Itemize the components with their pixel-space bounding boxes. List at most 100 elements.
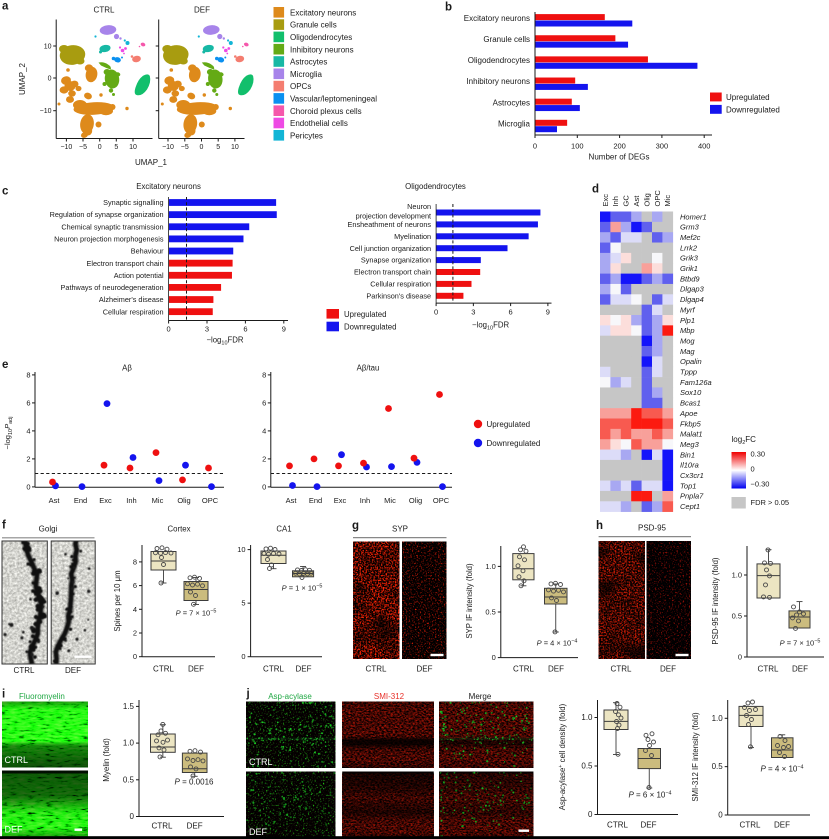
svg-text:5: 5	[241, 599, 245, 608]
svg-text:Excitatory neurons: Excitatory neurons	[464, 14, 530, 23]
svg-text:Alzheimer's disease: Alzheimer's disease	[99, 295, 164, 304]
svg-text:P = 7 × 10−5: P = 7 × 10−5	[176, 608, 217, 617]
svg-text:0: 0	[533, 142, 537, 151]
svg-text:CTRL: CTRL	[740, 821, 761, 830]
svg-text:End: End	[74, 496, 87, 505]
svg-text:CTRL: CTRL	[263, 665, 284, 674]
svg-text:SYP IF intensity (fold): SYP IF intensity (fold)	[465, 563, 474, 639]
svg-text:6: 6	[262, 399, 266, 408]
svg-text:1.0: 1.0	[485, 562, 495, 571]
svg-text:CTRL: CTRL	[5, 755, 29, 765]
svg-text:Golgi: Golgi	[39, 525, 58, 534]
svg-text:0: 0	[241, 652, 245, 661]
svg-text:9: 9	[282, 325, 286, 334]
svg-text:CTRL: CTRL	[366, 665, 387, 674]
svg-text:Lrrk2: Lrrk2	[680, 243, 698, 252]
svg-text:2: 2	[262, 455, 266, 464]
svg-text:Upregulated: Upregulated	[344, 310, 386, 319]
svg-text:CA1: CA1	[276, 525, 291, 534]
svg-text:0.30: 0.30	[751, 450, 766, 459]
svg-text:Number of DEGs: Number of DEGs	[589, 153, 650, 162]
svg-text:0: 0	[167, 325, 171, 334]
svg-text:1.0: 1.0	[123, 739, 135, 748]
svg-text:Asp-acylase: Asp-acylase	[268, 692, 312, 701]
svg-text:Dlgap4: Dlgap4	[680, 295, 704, 304]
svg-text:Upregulated: Upregulated	[726, 93, 770, 102]
svg-text:b: b	[445, 2, 452, 14]
svg-text:P = 4 × 10−4: P = 4 × 10−4	[760, 764, 803, 773]
svg-text:Synaptic signalling: Synaptic signalling	[103, 198, 163, 207]
svg-text:DEF: DEF	[188, 665, 204, 674]
svg-text:SMI-312 IF intensity (fold): SMI-312 IF intensity (fold)	[691, 712, 700, 802]
svg-text:SYP: SYP	[392, 525, 408, 534]
svg-text:Chemical synaptic transmission: Chemical synaptic transmission	[61, 222, 163, 231]
svg-text:Mef2c: Mef2c	[680, 233, 701, 242]
svg-text:1.0: 1.0	[712, 714, 724, 723]
svg-text:0: 0	[98, 144, 102, 151]
svg-text:Grik3: Grik3	[680, 254, 699, 263]
svg-text:UMAP_2: UMAP_2	[18, 62, 27, 95]
svg-text:10: 10	[231, 144, 239, 151]
svg-text:Merge: Merge	[469, 692, 492, 701]
svg-text:CTRL: CTRL	[94, 6, 115, 15]
svg-text:h: h	[596, 520, 603, 532]
svg-text:CTRL: CTRL	[611, 665, 632, 674]
svg-text:Pnpla7: Pnpla7	[680, 492, 704, 501]
svg-text:Mog: Mog	[680, 336, 695, 345]
svg-text:0.5: 0.5	[581, 762, 593, 771]
svg-text:Action potential: Action potential	[114, 271, 164, 280]
svg-text:Myrf: Myrf	[680, 305, 695, 314]
svg-text:0: 0	[492, 653, 496, 662]
svg-text:Electron transport chain: Electron transport chain	[87, 259, 164, 268]
svg-text:DEF: DEF	[187, 822, 203, 831]
svg-text:Oligodendrocytes: Oligodendrocytes	[405, 182, 466, 191]
svg-text:4: 4	[262, 427, 266, 436]
svg-text:1.5: 1.5	[123, 702, 135, 711]
svg-text:Aβ: Aβ	[122, 364, 132, 373]
svg-text:OPC: OPC	[653, 190, 662, 207]
svg-text:DEF: DEF	[641, 821, 657, 830]
svg-text:Bin1: Bin1	[680, 450, 695, 459]
svg-text:300: 300	[656, 142, 669, 151]
svg-text:0: 0	[200, 144, 204, 151]
svg-text:0: 0	[26, 483, 30, 492]
svg-text:0: 0	[130, 812, 135, 821]
svg-text:100: 100	[571, 142, 584, 151]
svg-text:Ensheathment of neurons: Ensheathment of neurons	[348, 220, 432, 229]
svg-text:CTRL: CTRL	[14, 666, 35, 675]
svg-text:P = 0.0016: P = 0.0016	[175, 778, 214, 787]
svg-text:Excitatory neurons: Excitatory neurons	[136, 182, 201, 191]
svg-text:Mic: Mic	[663, 195, 672, 207]
svg-text:Bcas1: Bcas1	[680, 399, 701, 408]
svg-text:OPC: OPC	[433, 496, 450, 505]
svg-text:Mic: Mic	[152, 496, 164, 505]
svg-text:DEF: DEF	[417, 665, 433, 674]
svg-text:0: 0	[262, 483, 266, 492]
svg-text:Myelination: Myelination	[394, 232, 431, 241]
svg-text:Top1: Top1	[680, 481, 696, 490]
svg-text:1.0: 1.0	[581, 713, 593, 722]
svg-text:Tppp: Tppp	[680, 368, 697, 377]
svg-text:End: End	[309, 496, 322, 505]
svg-text:Grik1: Grik1	[680, 264, 698, 273]
svg-text:0: 0	[48, 75, 52, 82]
svg-text:P = 7 × 10−5: P = 7 × 10−5	[780, 638, 821, 647]
svg-text:Olig: Olig	[177, 496, 190, 505]
svg-text:Mic: Mic	[384, 496, 396, 505]
svg-text:5: 5	[216, 144, 220, 151]
svg-text:P = 1 × 10−5: P = 1 × 10−5	[282, 583, 323, 592]
svg-text:200: 200	[613, 142, 626, 151]
svg-text:−10: −10	[162, 144, 174, 151]
svg-text:CTRL: CTRL	[513, 665, 534, 674]
svg-text:CTRL: CTRL	[153, 665, 174, 674]
svg-text:−10: −10	[40, 108, 52, 115]
svg-text:0: 0	[434, 307, 438, 316]
svg-text:DEF: DEF	[5, 825, 24, 835]
svg-text:PSD-95 IF intensity (fold): PSD-95 IF intensity (fold)	[711, 557, 720, 644]
svg-text:projection development: projection development	[356, 211, 431, 220]
svg-text:Spines per 10 μm: Spines per 10 μm	[113, 570, 122, 631]
svg-text:Cortex: Cortex	[168, 525, 191, 534]
svg-text:Myelin (fold): Myelin (fold)	[102, 738, 111, 782]
svg-text:Microglia: Microglia	[498, 120, 531, 129]
svg-text:d: d	[592, 184, 599, 196]
